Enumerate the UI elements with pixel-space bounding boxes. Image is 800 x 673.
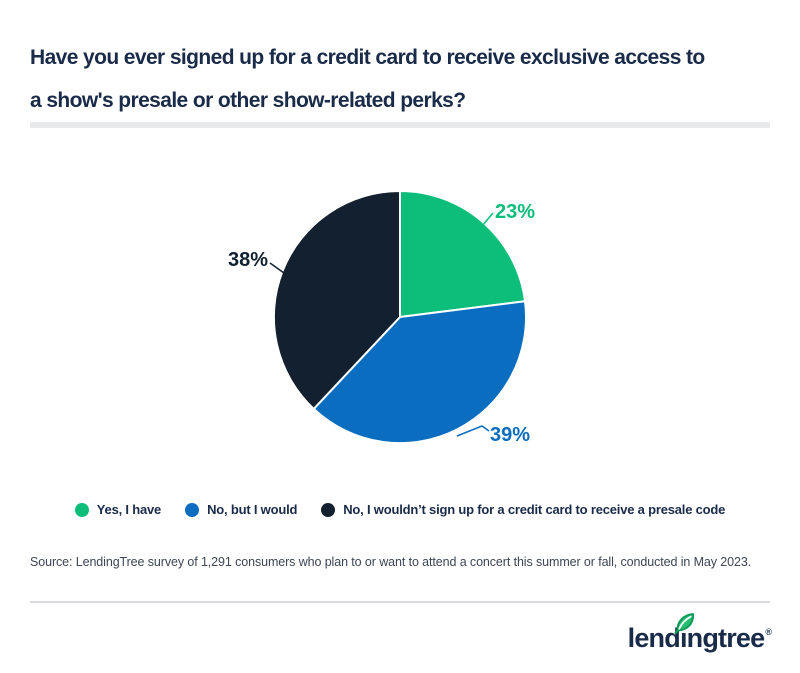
label-connector-2 xyxy=(456,425,490,437)
chart-legend: Yes, I have No, but I would No, I wouldn’t… xyxy=(0,502,800,517)
chart-title-line1: Have you ever signed up for a credit car… xyxy=(30,46,705,69)
data-label-3: 38% xyxy=(228,249,268,271)
source-note: Source: LendingTree survey of 1,291 cons… xyxy=(30,555,752,569)
pie-slice-2 xyxy=(312,300,527,445)
title-divider xyxy=(30,122,770,128)
pie-chart: 23% 39% 38% xyxy=(228,190,535,446)
pie-slice-3 xyxy=(272,190,401,410)
footer-divider xyxy=(30,601,770,603)
lendingtree-logo: lend ıngtree ® xyxy=(628,613,772,660)
legend-dot-icon xyxy=(74,502,89,517)
leaf-icon xyxy=(674,613,695,634)
legend-dot-icon xyxy=(321,502,336,517)
legend-label: No, but I would xyxy=(207,502,298,517)
label-connector-1 xyxy=(481,212,494,227)
legend-item-3: No, I wouldn’t sign up for a credit card… xyxy=(321,502,725,517)
registered-trademark: ® xyxy=(765,627,772,637)
legend-dot-icon xyxy=(185,502,200,517)
chart-title: Have you ever signed up for a credit car… xyxy=(30,36,705,122)
legend-item-2: No, but I would xyxy=(185,502,297,517)
logo-text: lend ıngtree xyxy=(628,613,765,660)
logo-letter-i: ı xyxy=(674,613,695,660)
label-connector-3 xyxy=(269,262,285,274)
legend-item-1: Yes, I have xyxy=(74,502,162,517)
chart-title-line2: a show's presale or other show-related p… xyxy=(30,89,466,112)
legend-label: No, I wouldn’t sign up for a credit card… xyxy=(343,502,726,517)
pie-slice-1 xyxy=(399,190,526,318)
data-label-2: 39% xyxy=(490,424,530,446)
legend-label: Yes, I have xyxy=(96,502,162,517)
data-label-1: 23% xyxy=(495,201,535,223)
